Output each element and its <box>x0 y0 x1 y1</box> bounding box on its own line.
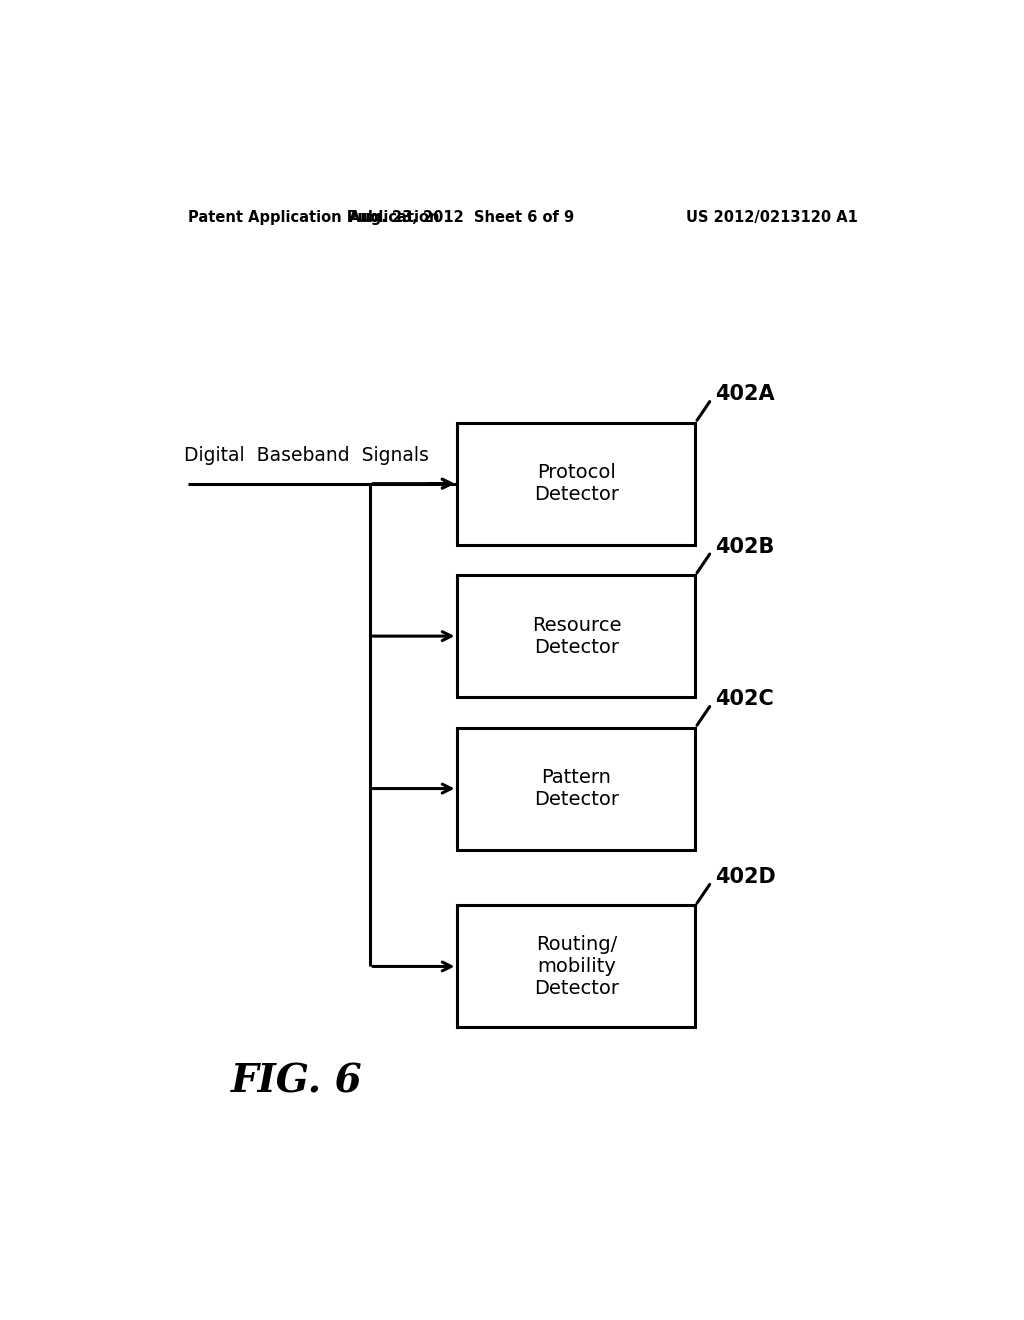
Bar <box>458 727 695 850</box>
Text: US 2012/0213120 A1: US 2012/0213120 A1 <box>686 210 858 224</box>
Text: 402A: 402A <box>715 384 775 404</box>
Text: Resource
Detector: Resource Detector <box>531 615 622 656</box>
Text: Pattern
Detector: Pattern Detector <box>534 768 618 809</box>
Text: 402B: 402B <box>715 537 774 557</box>
Bar <box>458 906 695 1027</box>
Text: Digital  Baseband  Signals: Digital Baseband Signals <box>183 446 428 466</box>
Text: Aug. 23, 2012  Sheet 6 of 9: Aug. 23, 2012 Sheet 6 of 9 <box>349 210 573 224</box>
Text: FIG. 6: FIG. 6 <box>231 1063 362 1101</box>
Text: Patent Application Publication: Patent Application Publication <box>187 210 439 224</box>
Text: Routing/
mobility
Detector: Routing/ mobility Detector <box>534 935 618 998</box>
Text: Protocol
Detector: Protocol Detector <box>534 463 618 504</box>
Text: 402C: 402C <box>715 689 774 709</box>
Bar <box>458 422 695 545</box>
Text: 402D: 402D <box>715 867 776 887</box>
Bar <box>458 576 695 697</box>
